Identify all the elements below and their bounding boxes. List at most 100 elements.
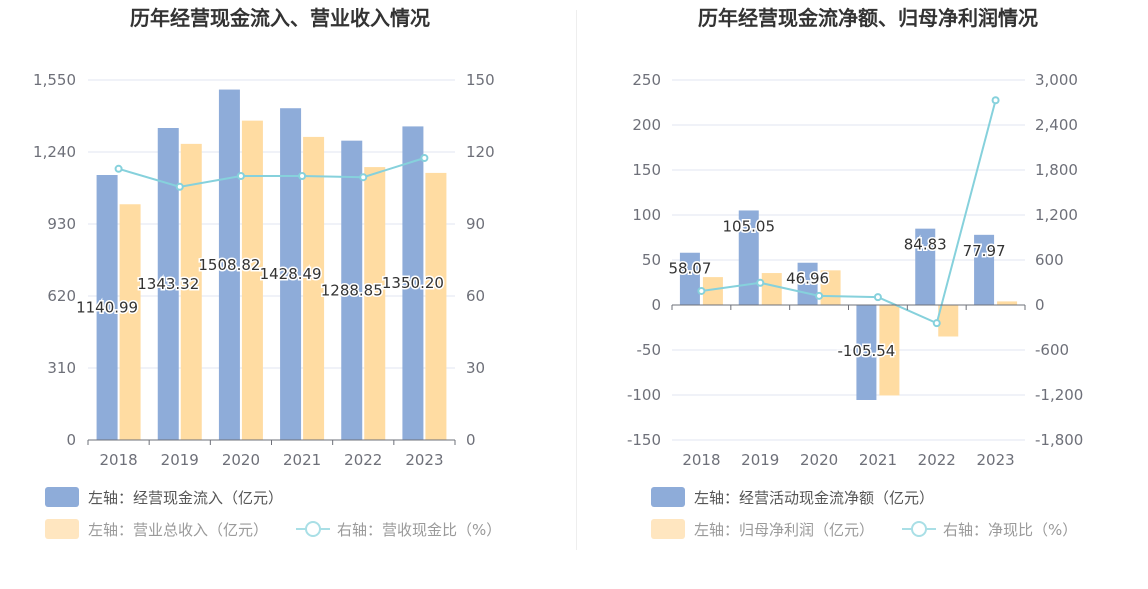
data-label: 1343.32 [137,275,199,293]
left-axis-tick: 1,550 [33,71,76,89]
legend-item-net-profit[interactable]: 左轴：归母净利润（亿元） [651,519,874,539]
right-axis-tick: 150 [466,71,495,89]
legend-item-revenue[interactable]: 左轴：营业总收入（亿元） [45,519,268,539]
right-axis-tick: -1,800 [1035,431,1083,449]
bar-net-cashflow [856,305,877,400]
ratio-point [236,172,245,180]
ratio-point [991,96,1000,105]
ratio-point [697,286,706,295]
bar-revenue [180,143,202,440]
x-axis-tick: 2020 [800,451,838,469]
bar-revenue [364,167,386,440]
legend-swatch-revenue [45,519,79,539]
ratio-point [756,278,765,287]
legend-label-revenue: 左轴：营业总收入（亿元） [88,521,268,539]
right-axis-tick: 30 [466,359,485,377]
x-axis-tick: 2018 [682,451,720,469]
legend-label-net-cashflow: 左轴：经营活动现金流净额（亿元） [694,489,934,507]
left-axis-tick: -100 [627,386,661,404]
chart-1-legend: 左轴：经营现金流入（亿元） 左轴：营业总收入（亿元） 右轴：营收现金比（%） [45,487,501,539]
legend-item-inflow[interactable]: 左轴：经营现金流入（亿元） [45,487,283,507]
bar-cash-inflow [96,174,118,441]
left-axis-tick: 100 [632,206,661,224]
data-label: 105.05 [723,217,776,235]
left-axis-tick: -50 [637,341,662,359]
ratio-point [420,154,429,162]
left-axis-tick: 310 [47,359,76,377]
x-axis-tick: 2020 [222,451,260,469]
left-axis-tick: 0 [66,431,76,449]
x-axis-tick: 2021 [283,451,321,469]
ratio-point [114,164,123,173]
right-axis-tick: 120 [466,143,495,161]
legend-item-net-cashflow[interactable]: 左轴：经营活动现金流净额（亿元） [651,487,934,507]
legend-swatch-net-cashflow [651,487,685,507]
bar-revenue [119,204,141,440]
legend-label-net-cash-ratio: 右轴：净现比（%） [943,521,1077,539]
x-axis-tick: 2021 [859,451,897,469]
bar-revenue [241,120,263,440]
left-axis-tick: 1,240 [33,143,76,161]
right-axis-tick: 3,000 [1035,71,1078,89]
legend-swatch-net-profit [651,519,685,539]
ratio-point [932,319,941,328]
bar-net-profit [997,301,1018,305]
bar-net-profit [702,277,723,305]
legend-swatch-inflow [45,487,79,507]
data-label: 46.96 [786,270,829,288]
bar-revenue [425,172,447,440]
chart-1-title: 历年经营现金流入、营业收入情况 [130,6,430,30]
bar-net-cashflow [915,228,936,305]
bar-net-cashflow [679,252,700,305]
data-label: 77.97 [963,242,1006,260]
bar-net-profit [761,273,782,305]
bar-net-cashflow [738,210,759,305]
data-label: 1508.82 [198,256,260,274]
x-axis-tick: 2023 [405,451,443,469]
left-axis-tick: 250 [632,71,661,89]
legend-label-inflow: 左轴：经营现金流入（亿元） [88,489,283,507]
x-axis-tick: 2023 [976,451,1014,469]
x-axis-tick: 2018 [99,451,137,469]
legend-item-cash-ratio[interactable]: 右轴：营收现金比（%） [296,521,501,539]
data-label: 1350.20 [382,274,444,292]
left-axis-tick: 930 [47,215,76,233]
left-axis-tick: -150 [627,431,661,449]
ratio-point [175,182,184,191]
bar-cash-inflow [157,128,179,440]
left-axis-tick: 200 [632,116,661,134]
data-label: 58.07 [668,260,711,278]
right-axis-tick: -1,200 [1035,386,1083,404]
x-axis-tick: 2019 [161,451,199,469]
ratio-point [359,173,368,182]
bar-cash-inflow [280,108,302,440]
bar-net-cashflow [974,234,995,305]
ratio-line [701,99,997,325]
bar-cash-inflow [341,140,363,441]
bar-cash-inflow [402,126,424,441]
bar-revenue [303,136,325,440]
chart-2-title: 历年经营现金流净额、归母净利润情况 [698,6,1038,30]
data-label: 84.83 [904,236,947,254]
legend-marker-cash-ratio [305,521,321,537]
data-label: 1428.49 [260,265,322,283]
right-axis-tick: -600 [1035,341,1069,359]
right-axis-tick: 60 [466,287,485,305]
right-axis-tick: 2,400 [1035,116,1078,134]
legend-label-net-profit: 左轴：归母净利润（亿元） [694,521,874,539]
chart-2-legend: 左轴：经营活动现金流净额（亿元） 左轴：归母净利润（亿元） 右轴：净现比（%） [651,487,1077,539]
ratio-line [118,157,425,188]
left-axis-tick: 0 [651,296,661,314]
x-axis-tick: 2022 [918,451,956,469]
chart-2: 历年经营现金流净额、归母净利润情况 -150 -1,800 -100 -1,200 -5… [627,6,1083,539]
legend-item-net-cash-ratio[interactable]: 右轴：净现比（%） [902,521,1077,539]
right-axis-tick: 0 [466,431,476,449]
x-axis-tick: 2022 [344,451,382,469]
ratio-point [298,172,307,180]
bar-net-profit [938,305,959,337]
right-axis-tick: 1,200 [1035,206,1078,224]
left-axis-tick: 50 [642,251,661,269]
left-axis-tick: 150 [632,161,661,179]
